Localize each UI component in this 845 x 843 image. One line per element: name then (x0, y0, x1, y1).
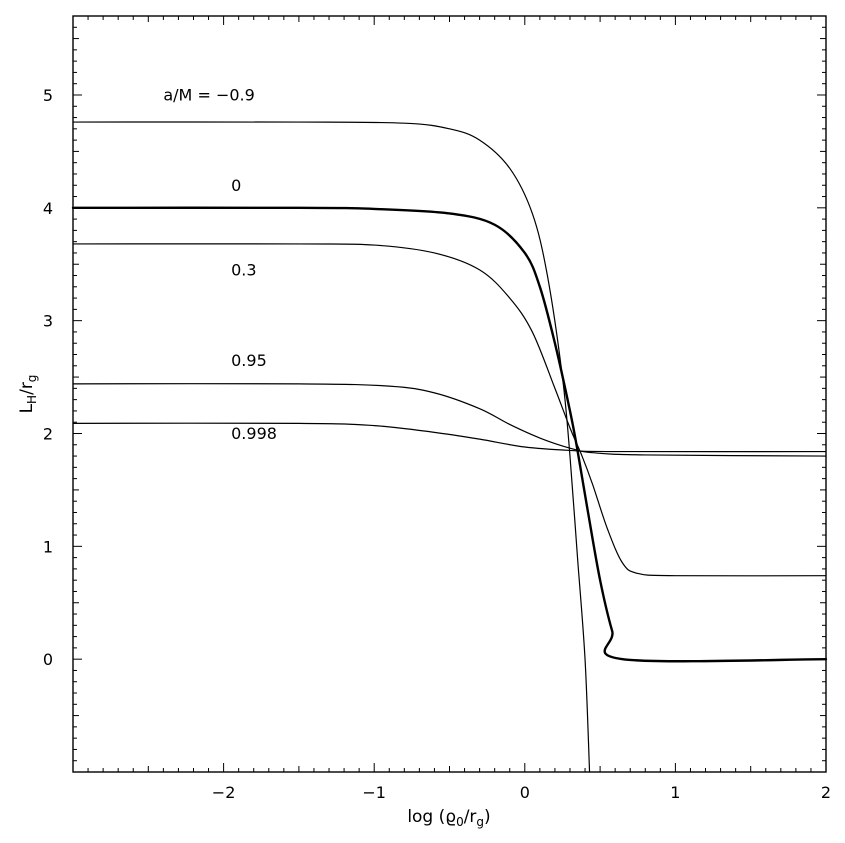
x-axis-label-sub: 0 (456, 815, 464, 829)
y-axis-label-main: L (17, 403, 37, 413)
x-axis-label-sub2: g (476, 815, 484, 829)
y-tick-label: 4 (43, 199, 53, 218)
y-axis-label-mid: /r (17, 382, 37, 395)
series-line-3 (72, 383, 827, 457)
y-axis-label-sub: H (25, 395, 39, 404)
x-tick-label: 0 (520, 783, 530, 802)
x-axis-label-end: ) (484, 807, 491, 827)
ticks (72, 15, 827, 773)
y-tick-label: 2 (43, 424, 53, 443)
curves (71, 121, 828, 773)
x-tick-label: 1 (670, 783, 680, 802)
series-label-4: 0.998 (231, 424, 277, 443)
x-axis-label-mid: /r (464, 807, 477, 827)
tick-labels: −2 −1 0 1 2 0 1 2 3 4 5 (43, 86, 831, 802)
series-label-2: 0.3 (231, 261, 256, 280)
y-tick-label: 0 (43, 650, 53, 669)
y-axis-label-sub2: g (25, 375, 39, 383)
y-tick-label: 1 (43, 537, 53, 556)
series-label-0: a/M = −0.9 (163, 86, 254, 105)
x-tick-label: 2 (821, 783, 831, 802)
x-tick-label: −2 (212, 783, 236, 802)
series-label-3: 0.95 (231, 351, 267, 370)
y-tick-label: 3 (43, 312, 53, 331)
series-labels: a/M = −0.9 0 0.3 0.95 0.998 (163, 86, 277, 444)
series-label-1: 0 (231, 176, 241, 195)
y-axis-label: LH/rg (17, 375, 39, 414)
series-line-0 (72, 121, 591, 773)
y-tick-label: 5 (43, 86, 53, 105)
series-line-1 (71, 206, 828, 663)
series-line-4 (72, 422, 827, 453)
x-tick-label: −1 (362, 783, 386, 802)
series-line-2 (72, 243, 827, 577)
x-axis-label: log (ϱ0/rg) (407, 807, 490, 829)
x-axis-label-main: log (ϱ (407, 807, 456, 827)
